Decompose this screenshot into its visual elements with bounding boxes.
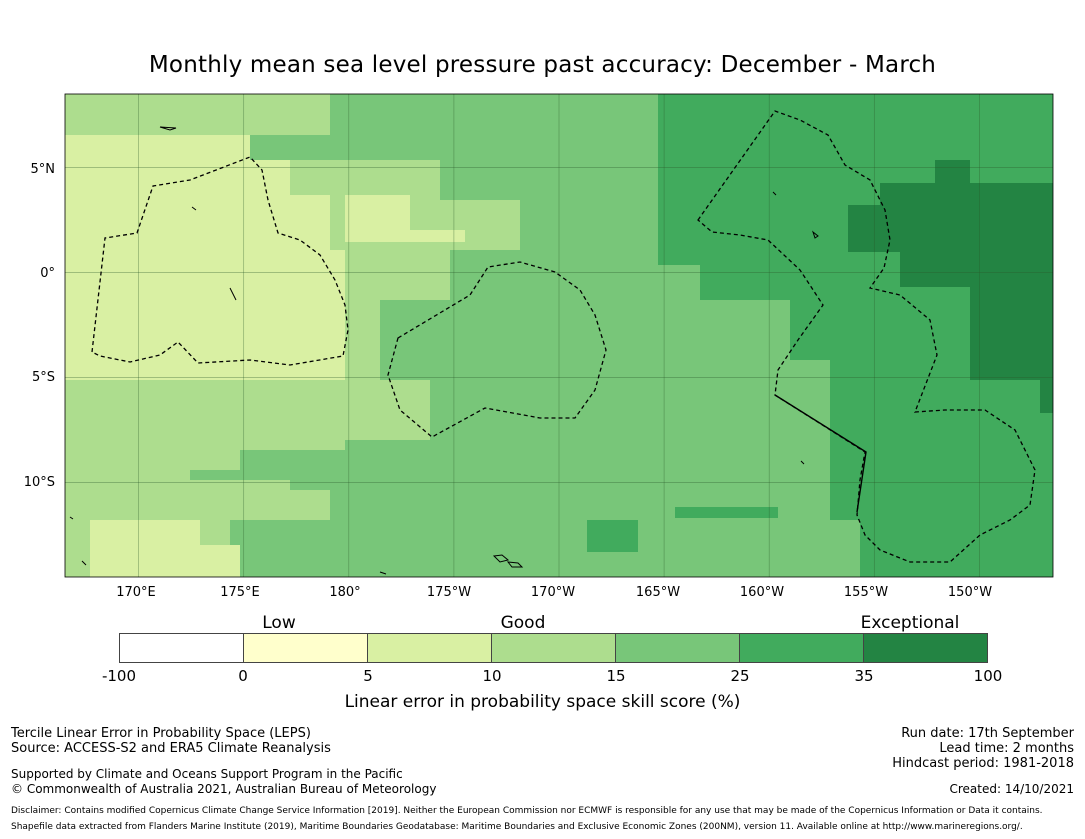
lat-label: 5°S xyxy=(31,370,55,385)
colorbar-tick: 35 xyxy=(854,667,874,685)
island xyxy=(191,206,197,211)
region-good-east-south xyxy=(780,440,830,485)
skill-map xyxy=(64,93,1054,578)
region-good-west-bottom xyxy=(65,380,345,450)
footer-source: Source: ACCESS-S2 and ERA5 Climate Reana… xyxy=(11,741,331,756)
lon-label: 180° xyxy=(329,585,361,600)
island xyxy=(379,571,387,575)
lat-label: 5°N xyxy=(30,162,56,177)
region-exceptional-b xyxy=(935,160,970,183)
colorbar-bin xyxy=(616,634,740,662)
lon-label: 170°W xyxy=(530,585,576,600)
colorbar-bin xyxy=(244,634,368,662)
region-low-southwest xyxy=(90,520,240,577)
colorbar-bin xyxy=(368,634,492,662)
colorbar-tick: -100 xyxy=(101,667,137,685)
island xyxy=(69,516,74,520)
footer-hindcast: Hindcast period: 1981-2018 xyxy=(892,756,1074,771)
region-good-mid xyxy=(345,380,430,440)
colorbar-bin xyxy=(864,634,987,662)
islands xyxy=(69,126,819,575)
colorbar-bin xyxy=(492,634,616,662)
chart-title: Monthly mean sea level pressure past acc… xyxy=(148,52,937,78)
island xyxy=(800,460,805,465)
eez-solid-line xyxy=(774,394,867,513)
island xyxy=(229,287,237,301)
footer-support: Supported by Climate and Oceans Support … xyxy=(11,767,403,781)
footer-created: Created: 14/10/2021 xyxy=(949,782,1074,796)
colorbar-title: Linear error in probability space skill … xyxy=(344,692,741,712)
colorbar xyxy=(119,633,988,663)
colorbar-tick: 100 xyxy=(973,667,1003,685)
lon-label: 175°E xyxy=(220,585,260,600)
lon-label: 150°W xyxy=(947,585,993,600)
island xyxy=(506,561,524,568)
shapefile-credit: Shapefile data extracted from Flanders M… xyxy=(11,822,1023,832)
lon-label: 170°E xyxy=(116,585,156,600)
lon-label: 165°W xyxy=(635,585,681,600)
footer-run-date: Run date: 17th September xyxy=(901,726,1074,741)
colorbar-tick: 25 xyxy=(730,667,750,685)
lat-label: 0° xyxy=(40,266,55,281)
colorbar-tick: 0 xyxy=(238,667,248,685)
region-low-central xyxy=(345,195,465,242)
island xyxy=(811,230,819,239)
island xyxy=(159,126,177,131)
island xyxy=(492,554,510,563)
solid-boundary xyxy=(774,394,867,513)
colorbar-tick: 5 xyxy=(363,667,373,685)
region-exceptional xyxy=(848,183,1053,413)
eez-gilbert xyxy=(91,156,349,366)
region-high-south-b xyxy=(675,507,778,518)
region-high-top xyxy=(500,94,658,135)
footer-method: Tercile Linear Error in Probability Spac… xyxy=(11,726,311,741)
disclaimer: Disclaimer: Contains modified Copernicus… xyxy=(11,806,1043,816)
eez-phoenix xyxy=(387,261,607,438)
colorbar-tick: 15 xyxy=(606,667,626,685)
lon-label: 175°W xyxy=(426,585,472,600)
skill-shading xyxy=(65,94,1053,577)
region-high-south xyxy=(587,520,638,552)
map-frame xyxy=(64,93,1054,578)
colorbar-tick: 10 xyxy=(482,667,502,685)
eez-line xyxy=(697,110,1036,563)
footer-lead-time: Lead time: 2 months xyxy=(939,741,1074,756)
eez-boundaries xyxy=(91,110,1036,563)
region-good-west-top xyxy=(65,94,330,135)
island xyxy=(81,560,87,566)
colorbar-bin xyxy=(120,634,244,662)
lon-label: 160°W xyxy=(739,585,785,600)
region-low-west xyxy=(65,135,345,380)
island xyxy=(772,191,777,196)
legend-category-exceptional: Exceptional xyxy=(860,613,960,633)
legend-category-good: Good xyxy=(500,613,546,633)
colorbar-bin xyxy=(740,634,864,662)
lon-label: 155°W xyxy=(843,585,889,600)
footer-copyright: © Commonwealth of Australia 2021, Austra… xyxy=(11,782,437,796)
lat-label: 10°S xyxy=(23,475,55,490)
legend-category-low: Low xyxy=(262,613,296,633)
gridlines xyxy=(65,94,1053,577)
